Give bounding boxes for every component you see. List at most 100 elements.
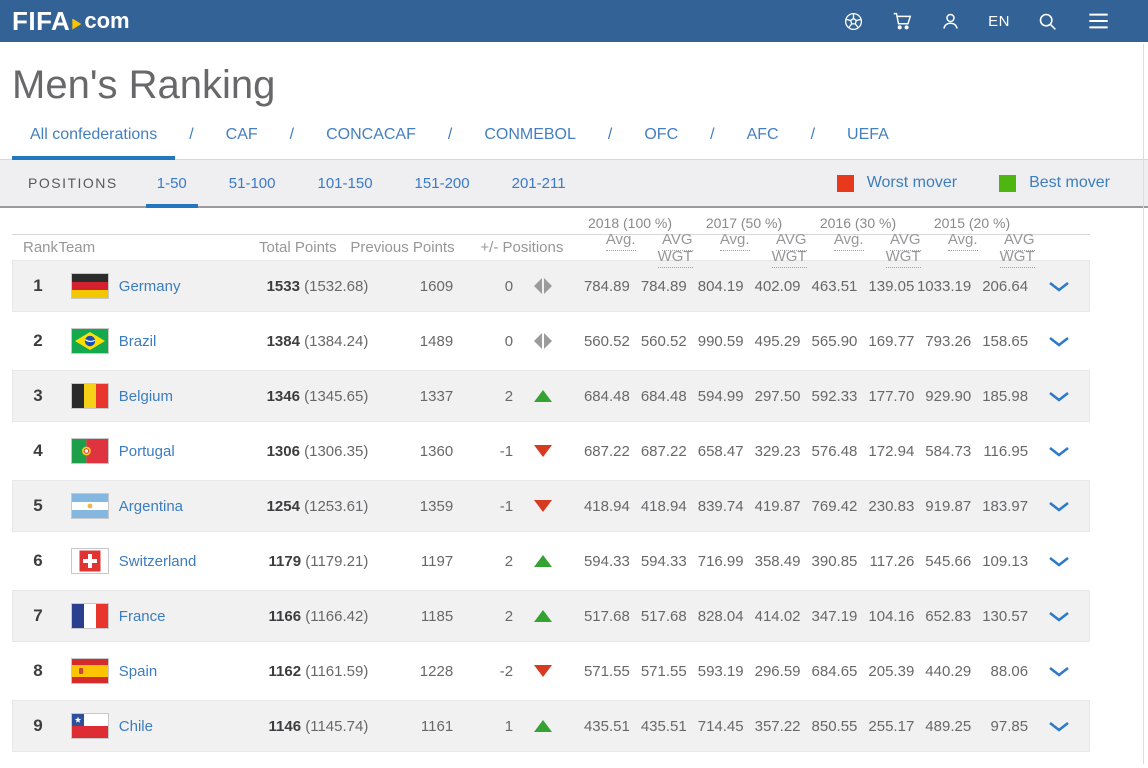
- expand-row-button[interactable]: [1028, 550, 1089, 572]
- movement-cell: [513, 610, 573, 622]
- team-link[interactable]: France: [118, 607, 166, 625]
- expand-row-button[interactable]: [1028, 660, 1089, 682]
- search-icon[interactable]: [1037, 11, 1058, 32]
- positions-tab-201-211[interactable]: 201-211: [511, 174, 566, 192]
- points-value-cell: 929.90: [925, 387, 972, 405]
- language-selector[interactable]: EN: [988, 12, 1010, 30]
- team-link[interactable]: Germany: [118, 277, 181, 295]
- expand-row-button[interactable]: [1028, 330, 1089, 352]
- flag-cell: [63, 493, 119, 519]
- movement-up-icon: [534, 720, 552, 732]
- position-change-cell: 2: [504, 552, 514, 570]
- points-value-cell: 418.94: [583, 497, 630, 515]
- year-header-spacer: [12, 215, 573, 234]
- confederation-tab-afc[interactable]: AFC: [746, 126, 779, 143]
- team-link[interactable]: Portugal: [118, 442, 175, 460]
- legend-label: Worst mover: [866, 174, 958, 191]
- positions-tab-1-50[interactable]: 1-50: [144, 160, 200, 208]
- previous-points-cell: 1359: [419, 497, 454, 515]
- total-points-cell: 1162 (1161.59): [259, 663, 369, 680]
- previous-points-cell: 1337: [419, 387, 454, 405]
- legend-label: Best mover: [1029, 174, 1110, 191]
- positions-tab-101-150[interactable]: 101-150: [317, 174, 373, 192]
- positions-tab-151-200[interactable]: 151-200: [414, 174, 470, 192]
- column-header-avg-cell: Avg.: [579, 230, 636, 265]
- points-value-cell: 418.94: [640, 497, 687, 515]
- points-value-cell: 297.50: [754, 387, 801, 405]
- total-points-exact: (1166.42): [301, 607, 369, 625]
- flag-icon-germany: [70, 273, 109, 299]
- total-points-exact: (1532.68): [299, 277, 369, 295]
- flag-cell: [63, 328, 119, 354]
- total-points-exact: (1179.21): [301, 552, 369, 570]
- confederation-tab-ofc[interactable]: OFC: [644, 126, 679, 143]
- sub-column-headers: Avg. AVG WGT Avg. AVG WGT Avg. AVG WGT Avg. AVG…: [579, 230, 1035, 268]
- fifa-logo[interactable]: FIFA com: [12, 6, 130, 37]
- chevron-down-icon: [1048, 664, 1070, 681]
- positions-tab-51-100[interactable]: 51-100: [228, 174, 276, 192]
- column-header-avg: Avg.: [947, 230, 978, 251]
- table-row: 9 Chile 1146 (1145.74) 1161 1 435.51 435.51 714…: [12, 700, 1090, 752]
- year-group-header: 2015 (20 %): [933, 215, 1011, 231]
- expand-row-button[interactable]: [1028, 605, 1089, 627]
- table-row: 2 Brazil 1384 (1384.24) 1489 0 560.52 560.52 99…: [12, 315, 1090, 367]
- total-points-value: 1146: [268, 717, 302, 735]
- confederation-tab-caf[interactable]: CAF: [225, 126, 258, 143]
- total-points-cell: 1384 (1384.24): [259, 333, 369, 350]
- expand-row-button[interactable]: [1028, 275, 1089, 297]
- page-right-border: [1143, 44, 1144, 764]
- position-change-cell: 0: [504, 332, 514, 350]
- cart-icon[interactable]: [891, 10, 913, 32]
- points-value-cell: 97.85: [990, 717, 1029, 735]
- points-value-cell: 545.66: [925, 552, 972, 570]
- table-row: 5 Argentina 1254 (1253.61) 1359 -1 418.94 418.…: [12, 480, 1090, 532]
- team-link[interactable]: Argentina: [118, 497, 184, 515]
- flag-cell: [63, 548, 119, 574]
- points-value-cell: 489.25: [925, 717, 972, 735]
- team-link[interactable]: Belgium: [118, 387, 173, 405]
- points-value-cell: 594.33: [640, 552, 687, 570]
- expand-row-button[interactable]: [1028, 715, 1089, 737]
- football-globe-icon[interactable]: [843, 11, 864, 32]
- table-row: 6 Switzerland 1179 (1179.21) 1197 2 594.33 594…: [12, 535, 1090, 587]
- column-header-avg-wgt: AVG WGT: [999, 230, 1035, 268]
- confederation-tab-uefa[interactable]: UEFA: [847, 126, 889, 143]
- flag-icon-brazil: [70, 328, 109, 354]
- movement-cell: [513, 390, 573, 402]
- expand-row-button[interactable]: [1028, 440, 1089, 462]
- team-link[interactable]: Chile: [118, 717, 153, 735]
- points-value-cell: 104.16: [868, 607, 915, 625]
- points-value-cell: 130.57: [982, 607, 1029, 625]
- previous-points-cell: 1185: [420, 607, 454, 625]
- rank-cell: 2: [33, 331, 43, 350]
- rank-cell: 8: [33, 661, 43, 680]
- hamburger-menu-icon[interactable]: [1085, 10, 1112, 32]
- points-value-cell: 652.83: [925, 607, 972, 625]
- expand-row-button[interactable]: [1028, 385, 1089, 407]
- mover-legend: Worst mover Best mover: [836, 174, 1136, 192]
- confederation-tab-all-confederations[interactable]: All confederations: [12, 114, 176, 160]
- column-header-avg-wgt: AVG WGT: [885, 230, 921, 268]
- flag-icon-portugal: [70, 438, 109, 464]
- position-change-cell: -2: [499, 662, 514, 680]
- total-points-value: 1306: [266, 442, 300, 460]
- position-change-cell: 2: [504, 607, 514, 625]
- points-value-cell: 684.48: [640, 387, 687, 405]
- year-groups: 2018 (100 %) 2017 (50 %) 2016 (30 %) 2015 (…: [573, 215, 1029, 234]
- total-points-cell: 1254 (1253.61): [259, 498, 369, 515]
- expand-row-button[interactable]: [1028, 495, 1089, 517]
- total-points-value: 1162: [268, 662, 302, 680]
- points-value-cell: 1033.19: [916, 277, 972, 295]
- positions-label: POSITIONS: [28, 175, 118, 191]
- team-link[interactable]: Spain: [118, 662, 158, 680]
- movement-cell: [513, 665, 573, 677]
- confederation-tab-conmebol[interactable]: CONMEBOL: [484, 126, 576, 143]
- points-value-cell: 576.48: [811, 442, 858, 460]
- position-change-cell: 1: [504, 717, 514, 735]
- team-link[interactable]: Switzerland: [118, 552, 197, 570]
- confederation-tab-concacaf[interactable]: CONCACAF: [326, 126, 416, 143]
- logo-fifa-text: FIFA: [12, 5, 71, 36]
- movement-cell: [513, 278, 573, 294]
- user-icon[interactable]: [940, 11, 961, 32]
- team-link[interactable]: Brazil: [118, 332, 157, 350]
